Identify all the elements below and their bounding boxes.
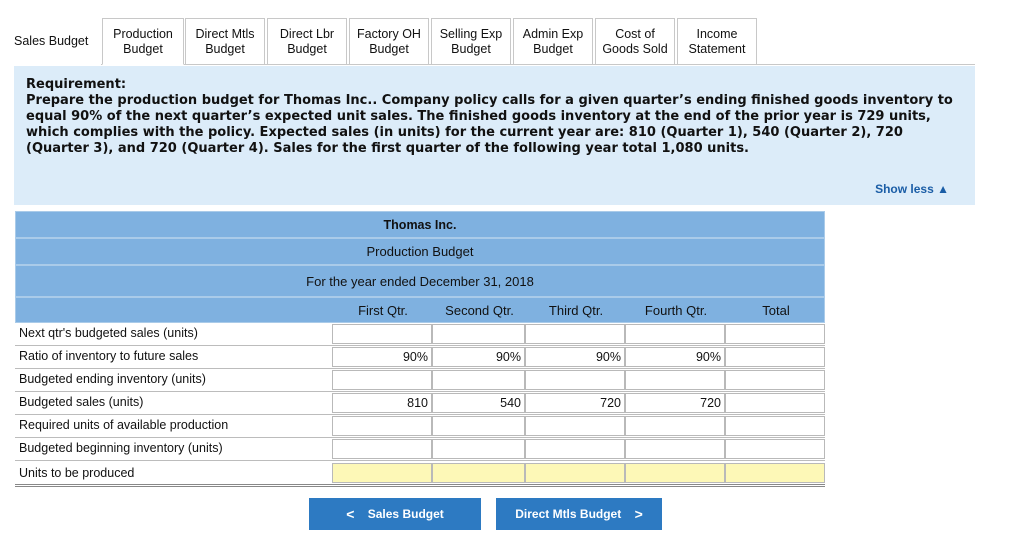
input-cell[interactable]: 90%	[432, 347, 530, 367]
input-cell[interactable]: 90%	[525, 347, 630, 367]
row-label: Budgeted sales (units)	[19, 395, 144, 409]
input-cell[interactable]	[625, 370, 725, 390]
input-cell[interactable]	[725, 347, 825, 367]
input-cell[interactable]	[725, 393, 825, 413]
tab-label: Direct Mtls Budget	[195, 26, 255, 56]
input-cell[interactable]	[432, 416, 525, 436]
column-header: Total	[762, 303, 790, 318]
show-less-link[interactable]: Show less ▲	[875, 182, 949, 196]
input-cell[interactable]	[332, 463, 432, 483]
table-row: Budgeted sales (units) 810 540 720 720	[15, 392, 825, 415]
input-cell[interactable]	[725, 416, 825, 436]
input-cell[interactable]: 810	[332, 393, 437, 413]
row-label: Budgeted ending inventory (units)	[19, 372, 206, 386]
row-label: Required units of available production	[19, 418, 229, 432]
tab-label: Factory OH Budget	[357, 26, 421, 56]
row-label: Units to be produced	[19, 466, 135, 480]
chevron-right-icon: >	[634, 506, 643, 522]
table-row: Units to be produced	[15, 461, 825, 487]
input-cell[interactable]	[432, 439, 525, 459]
input-cell[interactable]	[725, 370, 825, 390]
tab-production-budget[interactable]: Production Budget	[102, 18, 184, 65]
triangle-up-icon: ▲	[937, 182, 949, 196]
input-cell[interactable]	[525, 416, 625, 436]
input-cell[interactable]	[725, 324, 825, 344]
input-cell[interactable]	[432, 324, 525, 344]
column-header: Third Qtr.	[548, 303, 604, 318]
table-row: Next qtr's budgeted sales (units)	[15, 323, 825, 346]
column-header: Fourth Qtr.	[644, 303, 708, 318]
input-cell[interactable]	[625, 324, 725, 344]
budget-title: Production Budget	[15, 238, 825, 265]
table-row: Budgeted ending inventory (units)	[15, 369, 825, 392]
input-cell[interactable]	[432, 370, 525, 390]
requirement-text: Prepare the production budget for Thomas…	[26, 93, 953, 156]
table-row: Ratio of inventory to future sales 90% 9…	[15, 346, 825, 369]
tab-direct-mtls-budget[interactable]: Direct Mtls Budget	[185, 18, 265, 64]
tab-selling-exp-budget[interactable]: Selling Exp Budget	[431, 18, 511, 64]
input-cell[interactable]	[725, 439, 825, 459]
tab-income-statement[interactable]: Income Statement	[677, 18, 757, 64]
input-cell[interactable]: 720	[625, 393, 730, 413]
tab-label: Production Budget	[113, 26, 173, 56]
row-label: Budgeted beginning inventory (units)	[19, 441, 223, 455]
input-cell[interactable]	[525, 370, 625, 390]
input-cell[interactable]	[525, 439, 625, 459]
input-cell[interactable]	[332, 439, 432, 459]
tab-cost-of-goods-sold[interactable]: Cost of Goods Sold	[595, 18, 675, 64]
input-cell[interactable]	[525, 324, 625, 344]
tab-label: Sales Budget	[14, 33, 89, 48]
table-row: Required units of available production	[15, 415, 825, 438]
tab-label: Admin Exp Budget	[522, 26, 584, 56]
input-cell[interactable]: 540	[432, 393, 530, 413]
input-cell[interactable]	[625, 416, 725, 436]
column-header: Second Qtr.	[445, 303, 514, 318]
input-cell[interactable]	[525, 463, 625, 483]
tab-direct-lbr-budget[interactable]: Direct Lbr Budget	[267, 18, 347, 64]
button-label: Direct Mtls Budget	[515, 507, 622, 521]
input-cell[interactable]: 90%	[625, 347, 730, 367]
row-label: Next qtr's budgeted sales (units)	[19, 326, 198, 340]
table-row: Budgeted beginning inventory (units)	[15, 438, 825, 461]
requirement-panel: Requirement: Prepare the production budg…	[14, 66, 975, 205]
column-header-row: First Qtr. Second Qtr. Third Qtr. Fourth…	[15, 297, 825, 323]
tab-sales-budget[interactable]: Sales Budget	[14, 18, 102, 64]
input-cell[interactable]	[625, 463, 725, 483]
next-direct-mtls-budget-button[interactable]: Direct Mtls Budget >	[496, 498, 662, 530]
requirement-title: Requirement:	[26, 77, 127, 92]
chevron-left-icon: <	[346, 506, 355, 522]
budget-period: For the year ended December 31, 2018	[15, 265, 825, 297]
input-cell[interactable]	[432, 463, 525, 483]
budget-tabs: Sales Budget Production Budget Direct Mt…	[14, 18, 975, 65]
tab-label: Income Statement	[688, 26, 746, 56]
company-name: Thomas Inc.	[15, 211, 825, 238]
input-cell[interactable]	[725, 463, 825, 483]
tab-admin-exp-budget[interactable]: Admin Exp Budget	[513, 18, 593, 64]
input-cell[interactable]	[332, 324, 432, 344]
input-cell[interactable]	[625, 439, 725, 459]
tab-label: Selling Exp Budget	[439, 26, 503, 56]
tab-label: Cost of Goods Sold	[602, 26, 668, 56]
input-cell[interactable]	[332, 370, 432, 390]
show-less-label: Show less	[875, 182, 934, 196]
tab-factory-oh-budget[interactable]: Factory OH Budget	[349, 18, 429, 64]
row-label: Ratio of inventory to future sales	[19, 349, 199, 363]
column-header: First Qtr.	[358, 303, 408, 318]
button-label: Sales Budget	[367, 507, 444, 521]
input-cell[interactable]	[332, 416, 432, 436]
input-cell[interactable]: 720	[525, 393, 630, 413]
tab-label: Direct Lbr Budget	[279, 26, 335, 56]
input-cell[interactable]: 90%	[332, 347, 437, 367]
prev-sales-budget-button[interactable]: < Sales Budget	[309, 498, 481, 530]
